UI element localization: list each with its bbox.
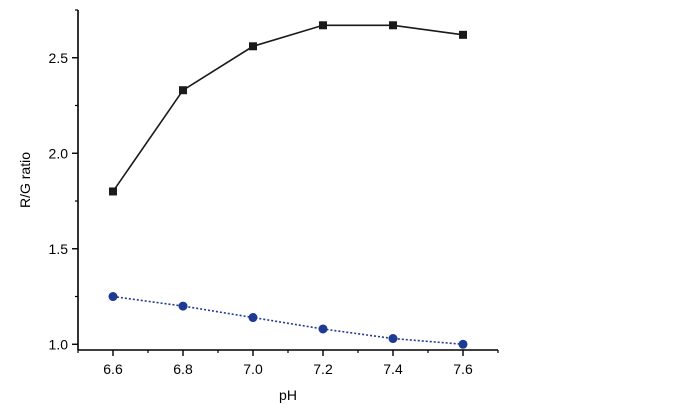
series-2-point: [248, 313, 258, 323]
y-ticks: 1.0 1.5 2.0 2.5: [49, 9, 78, 352]
y-tick-label: 2.5: [49, 50, 69, 66]
axes: [77, 10, 498, 351]
series-2-point: [318, 324, 328, 334]
series-1-point: [179, 86, 187, 95]
series-1-point: [109, 187, 117, 196]
y-axis-title: R/G ratio: [17, 152, 33, 208]
x-tick-label: 7.4: [383, 361, 403, 377]
x-tick-label: 7.2: [313, 361, 333, 377]
x-tick-label: 6.6: [103, 361, 123, 377]
series-2-point: [178, 301, 188, 311]
series-1-point: [389, 21, 397, 30]
series-2-point: [388, 334, 398, 344]
y-tick-label: 2.0: [49, 145, 69, 161]
x-ticks: 6.6 6.8 7.0 7.2 7.4 7.6: [77, 350, 499, 377]
x-tick-label: 7.0: [243, 361, 263, 377]
x-tick-label: 7.6: [453, 361, 473, 377]
series-1-line: [112, 24, 464, 192]
series-2-point: [108, 292, 118, 302]
x-axis-title: pH: [279, 387, 297, 403]
y-tick-label: 1.5: [49, 241, 69, 257]
y-tick-label: 1.0: [49, 336, 69, 352]
series-1-point: [249, 42, 257, 51]
x-tick-label: 6.8: [173, 361, 193, 377]
series-1-point: [319, 21, 327, 30]
series-2-line: [112, 295, 464, 346]
series-1-point: [459, 30, 467, 39]
series-layer: [108, 21, 468, 349]
series-2-point: [458, 339, 468, 349]
